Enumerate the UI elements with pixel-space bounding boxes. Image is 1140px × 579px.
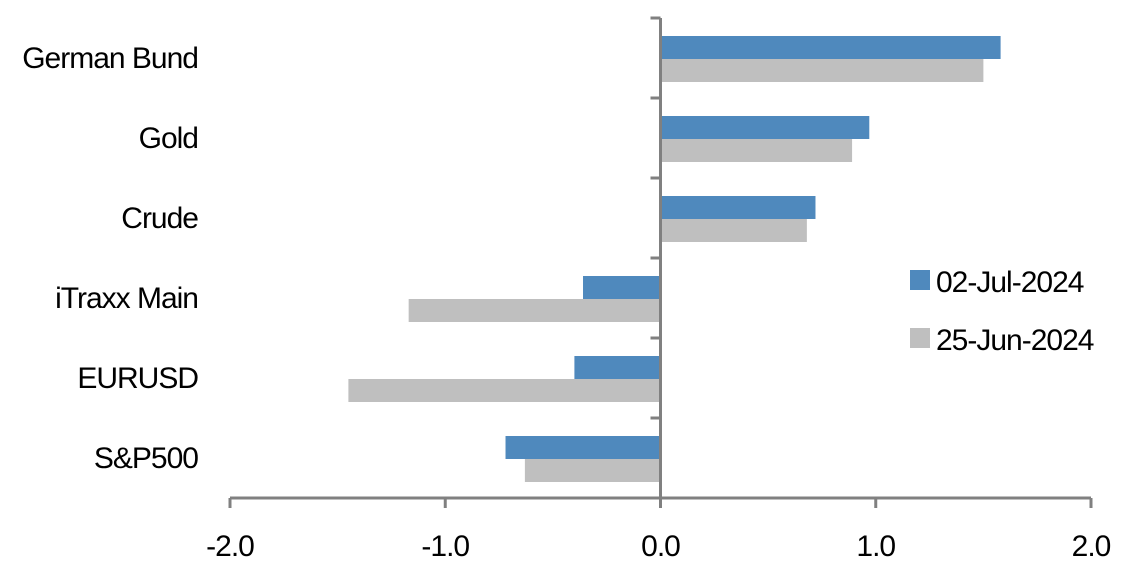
bar-25-jun	[348, 379, 661, 402]
category-label: Gold	[139, 122, 198, 155]
category-label: German Bund	[22, 42, 198, 75]
legend-swatch	[910, 328, 930, 348]
legend-label: 02-Jul-2024	[936, 266, 1084, 299]
bar-25-jun	[660, 59, 984, 82]
bar-25-jun	[408, 299, 661, 322]
x-tick-label: 2.0	[1072, 530, 1111, 563]
bar-25-jun	[660, 219, 807, 242]
legend-swatch	[910, 270, 930, 290]
x-tick-label: 0.0	[641, 530, 680, 563]
bar-02-jul	[583, 276, 661, 299]
x-tick-label: -2.0	[206, 530, 254, 563]
category-label: EURUSD	[77, 362, 198, 395]
category-label: iTraxx Main	[55, 282, 198, 315]
bar-02-jul	[574, 356, 661, 379]
legend-label: 25-Jun-2024	[936, 324, 1094, 357]
x-tick-label: 1.0	[856, 530, 895, 563]
category-label: S&P500	[94, 442, 198, 475]
x-tick-label: -1.0	[421, 530, 469, 563]
category-label: Crude	[121, 202, 198, 235]
bar-25-jun	[660, 139, 853, 162]
bar-25-jun	[524, 459, 661, 482]
bar-02-jul	[660, 116, 870, 139]
bar-02-jul	[505, 436, 661, 459]
bar-02-jul	[660, 36, 1001, 59]
bar-02-jul	[660, 196, 816, 219]
